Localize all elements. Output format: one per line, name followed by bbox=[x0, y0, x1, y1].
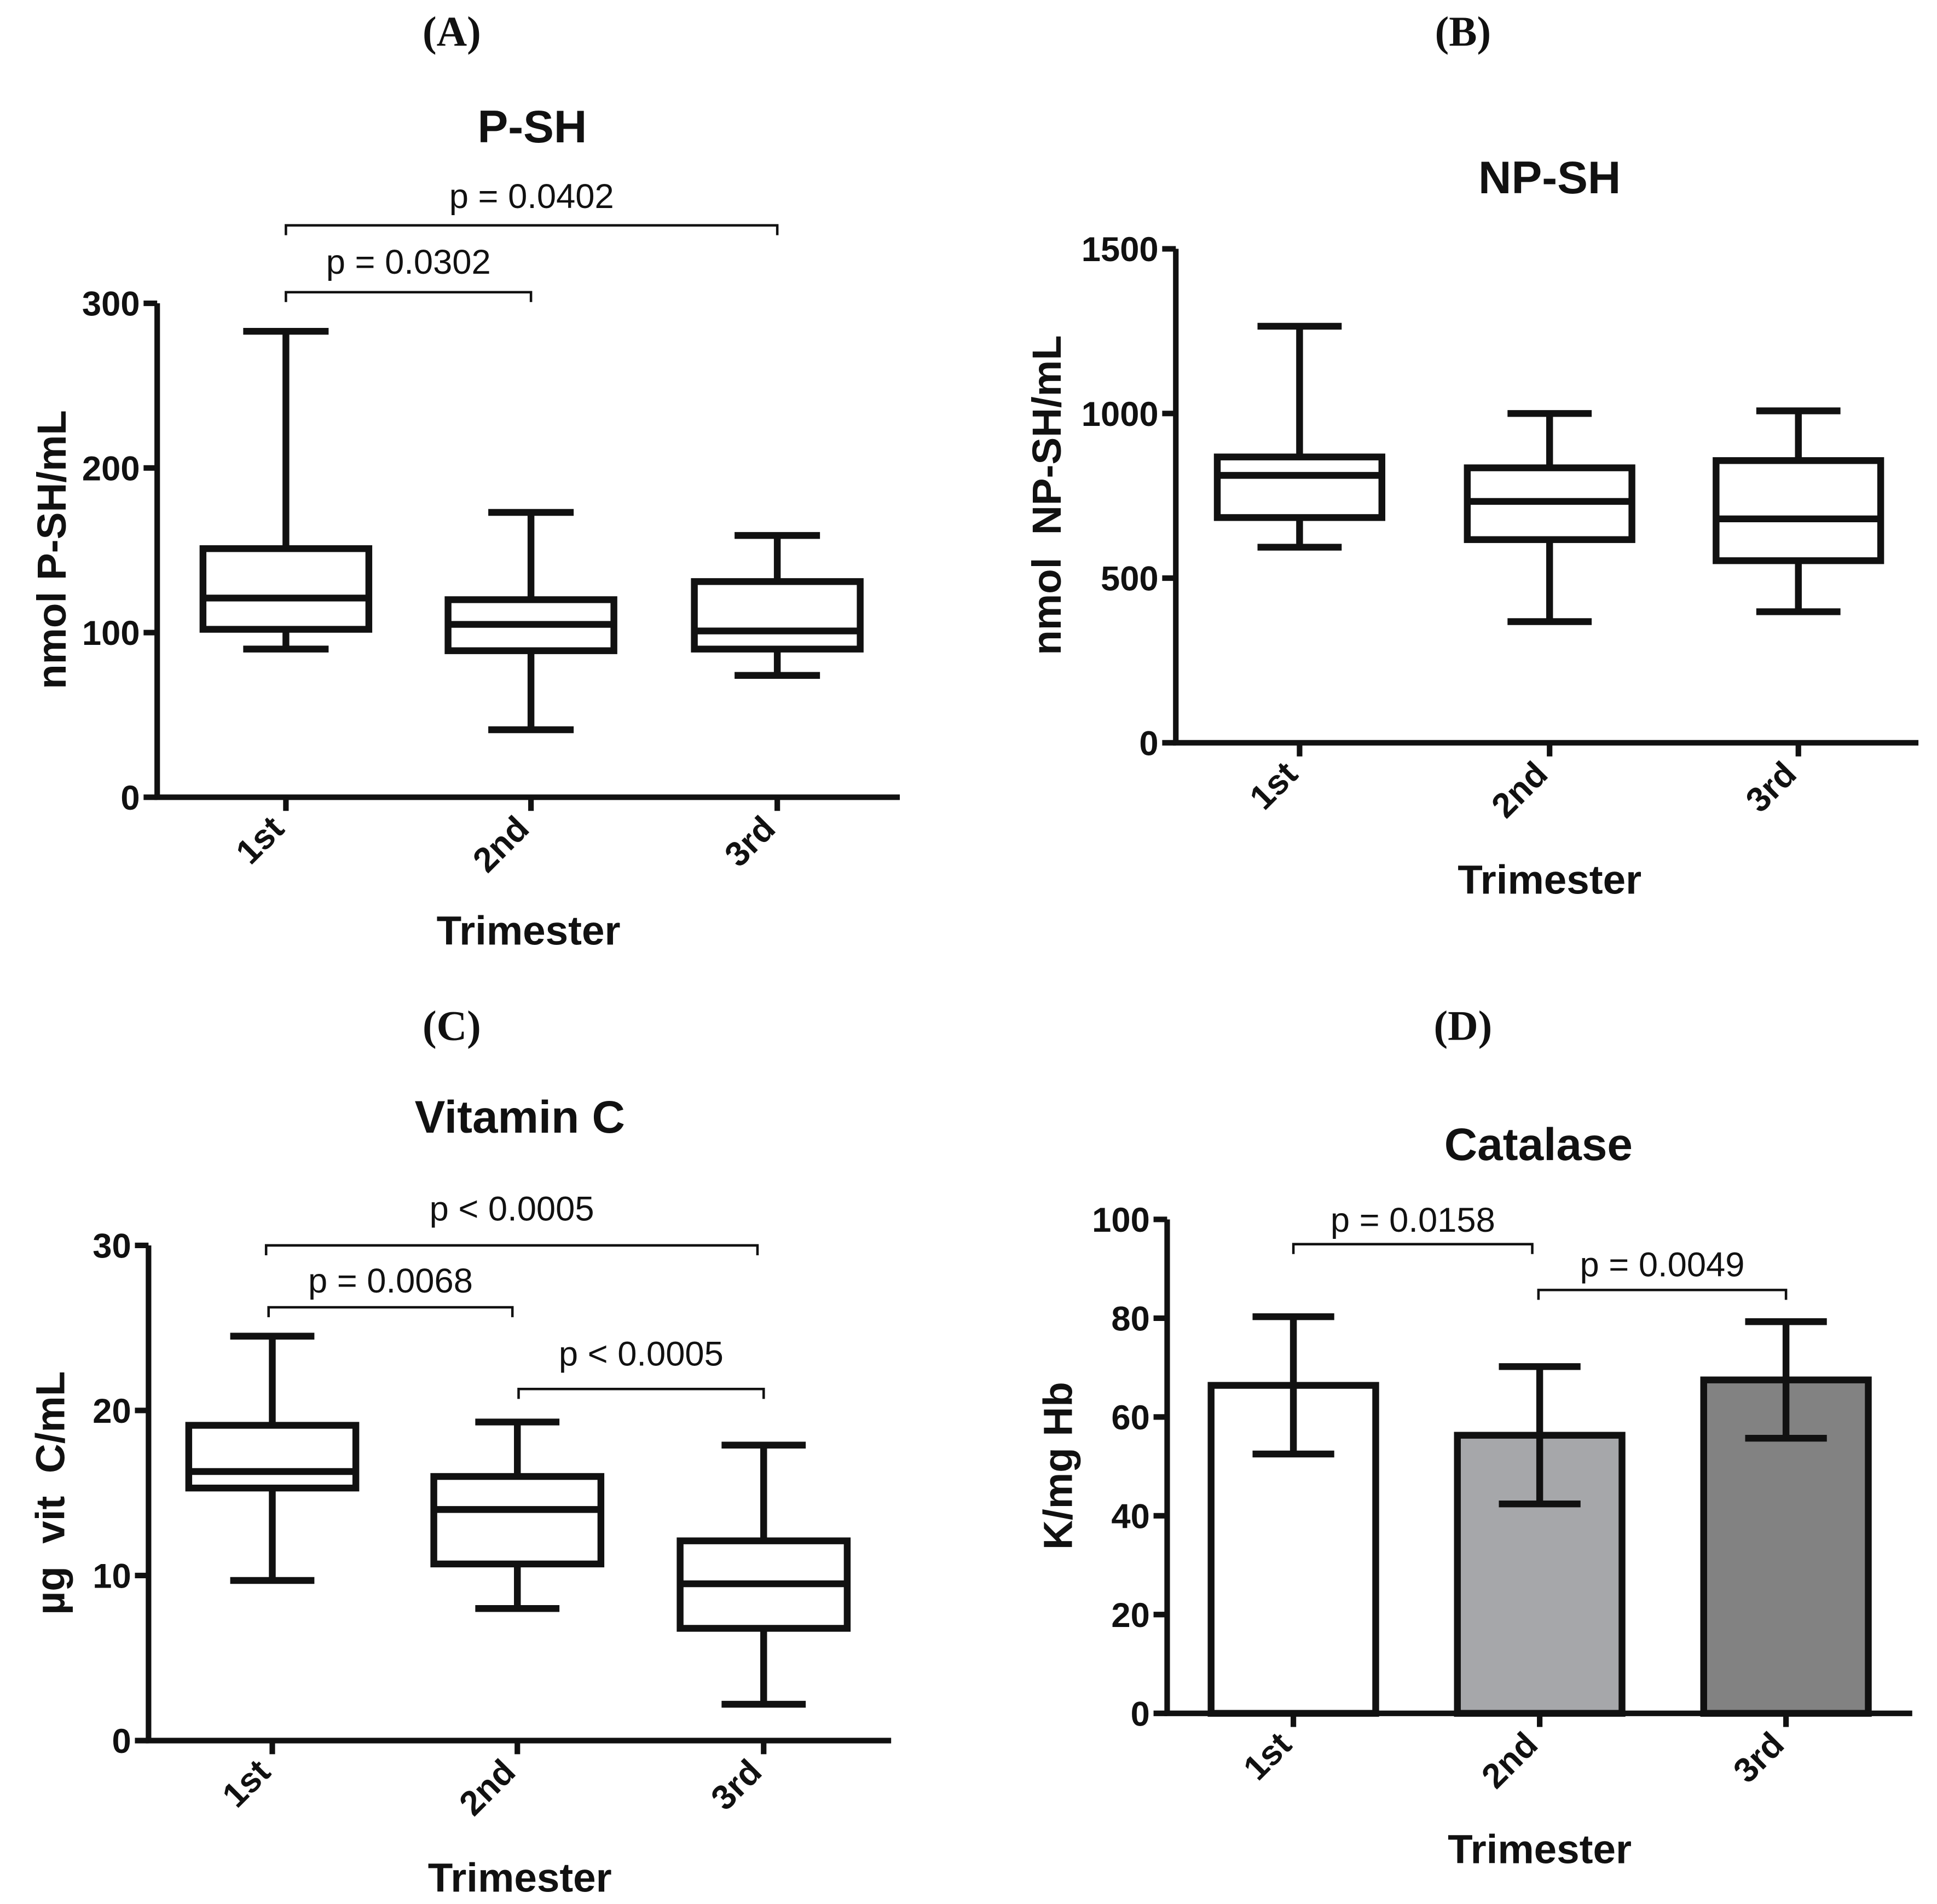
chart-title: NP-SH bbox=[1478, 152, 1621, 203]
x-tick-label: 2nd bbox=[452, 1752, 523, 1823]
x-tick-label: 1st bbox=[215, 1752, 277, 1815]
y-tick-label: 300 bbox=[82, 285, 140, 324]
x-tick-label: 1st bbox=[1242, 754, 1305, 817]
y-tick-label: 30 bbox=[92, 1227, 131, 1266]
panel-b: (B) NP-SH 0 500 1000 1500 1st 2nd 3rd nmol NP-SH/… bbox=[1024, 8, 1919, 903]
p-value-label: p < 0.0005 bbox=[430, 1190, 594, 1228]
y-axis-label: µg vit C/mL bbox=[27, 1371, 73, 1615]
y-tick-label: 0 bbox=[120, 779, 140, 817]
box-plot-3rd bbox=[691, 532, 864, 679]
bracket-line bbox=[1537, 1289, 1788, 1300]
bar-group-1st bbox=[1207, 1313, 1379, 1717]
y-tick-label: 80 bbox=[1111, 1300, 1149, 1338]
iqr-box bbox=[185, 1422, 360, 1492]
y-tick-label: 10 bbox=[92, 1557, 131, 1596]
bracket-line bbox=[285, 224, 779, 235]
x-tick-label: 3rd bbox=[718, 809, 783, 874]
significance-bracket: p = 0.0158 bbox=[1292, 1201, 1534, 1254]
y-tick-label: 0 bbox=[1139, 724, 1158, 763]
box-plot-2nd bbox=[1464, 410, 1635, 625]
significance-bracket: p = 0.0402 bbox=[285, 177, 779, 235]
y-tick-label: 1000 bbox=[1082, 395, 1159, 434]
p-value-label: p = 0.0302 bbox=[326, 243, 491, 281]
iqr-box bbox=[1713, 457, 1884, 564]
box-plot-2nd bbox=[430, 1418, 605, 1612]
y-tick-label: 20 bbox=[92, 1392, 131, 1430]
iqr-box bbox=[430, 1473, 605, 1568]
p-value-label: p = 0.0402 bbox=[449, 177, 614, 216]
iqr-box bbox=[199, 545, 373, 633]
box-plot-1st bbox=[199, 327, 373, 653]
x-tick-label: 3rd bbox=[1726, 1725, 1791, 1790]
y-tick-label: 60 bbox=[1111, 1399, 1149, 1437]
significance-bracket: p = 0.0068 bbox=[267, 1262, 514, 1318]
y-tick-label: 0 bbox=[112, 1722, 131, 1761]
panel-a: (A) P-SH 0 100 200 300 1st 2nd 3rd nmol P-SH/mL Tr… bbox=[28, 8, 900, 953]
y-tick-label: 20 bbox=[1111, 1596, 1149, 1635]
y-axis-label: nmol P-SH/mL bbox=[28, 410, 74, 689]
p-value-label: p = 0.0158 bbox=[1331, 1201, 1495, 1239]
chart-title: Vitamin C bbox=[415, 1091, 625, 1143]
chart-title: Catalase bbox=[1444, 1118, 1633, 1170]
bracket-line bbox=[264, 1244, 759, 1256]
y-tick-label: 500 bbox=[1101, 560, 1159, 598]
y-tick-label: 200 bbox=[82, 449, 140, 488]
axes-frame bbox=[154, 303, 900, 800]
bracket-line bbox=[285, 291, 533, 302]
panel-label: (B) bbox=[1435, 8, 1491, 55]
x-axis-label: Trimester bbox=[1458, 857, 1641, 903]
panel-label: (C) bbox=[423, 1002, 481, 1049]
box-plot-3rd bbox=[1713, 407, 1884, 615]
y-axis-label: nmol NP-SH/mL bbox=[1024, 335, 1069, 655]
y-tick-label: 40 bbox=[1111, 1497, 1149, 1536]
significance-bracket: p = 0.0049 bbox=[1537, 1245, 1788, 1300]
x-axis-label: Trimester bbox=[428, 1854, 612, 1900]
x-axis-label: Trimester bbox=[437, 907, 621, 953]
y-tick-label: 100 bbox=[82, 614, 140, 653]
significance-bracket: p < 0.0005 bbox=[264, 1190, 759, 1256]
bracket-line bbox=[1292, 1243, 1534, 1254]
iqr-box bbox=[691, 578, 864, 653]
bar-group-3rd bbox=[1700, 1318, 1872, 1717]
box-plot-3rd bbox=[676, 1441, 851, 1708]
chart-title: P-SH bbox=[477, 101, 587, 152]
box-plot-1st bbox=[185, 1332, 360, 1584]
y-tick-label: 1500 bbox=[1082, 230, 1159, 269]
x-tick-label: 1st bbox=[1236, 1725, 1299, 1787]
bar-group-2nd bbox=[1454, 1363, 1626, 1717]
x-tick-label: 2nd bbox=[1484, 754, 1555, 825]
box-plot-1st bbox=[1213, 322, 1386, 551]
significance-bracket: p = 0.0302 bbox=[285, 243, 533, 302]
panel-label: (A) bbox=[423, 8, 481, 55]
x-tick-label: 3rd bbox=[1738, 754, 1803, 820]
x-tick-label: 2nd bbox=[1475, 1725, 1545, 1796]
panel-c: (C) Vitamin C 0 10 20 30 1st 2nd 3rd µg vit C/mL T… bbox=[27, 1002, 892, 1900]
axes-frame bbox=[146, 1245, 892, 1744]
iqr-box bbox=[1213, 453, 1386, 521]
p-value-label: p < 0.0005 bbox=[559, 1335, 724, 1373]
panel-d: (D) Catalase 0 20 40 60 80 100 1st 2nd 3rd K/mg Hb T… bbox=[1034, 1002, 1912, 1872]
bracket-line bbox=[267, 1306, 514, 1318]
x-tick-label: 2nd bbox=[466, 809, 536, 880]
panel-label: (D) bbox=[1434, 1002, 1493, 1049]
bracket-line bbox=[517, 1387, 765, 1399]
box-plot-2nd bbox=[444, 509, 617, 734]
significance-bracket: p < 0.0005 bbox=[517, 1335, 765, 1399]
p-value-label: p = 0.0068 bbox=[308, 1262, 473, 1300]
p-value-label: p = 0.0049 bbox=[1580, 1245, 1745, 1284]
x-axis-label: Trimester bbox=[1448, 1826, 1632, 1872]
x-tick-label: 3rd bbox=[704, 1752, 769, 1818]
y-axis-label: K/mg Hb bbox=[1034, 1382, 1080, 1550]
y-tick-label: 0 bbox=[1131, 1695, 1150, 1733]
x-tick-label: 1st bbox=[229, 809, 291, 872]
y-tick-label: 100 bbox=[1092, 1201, 1150, 1239]
